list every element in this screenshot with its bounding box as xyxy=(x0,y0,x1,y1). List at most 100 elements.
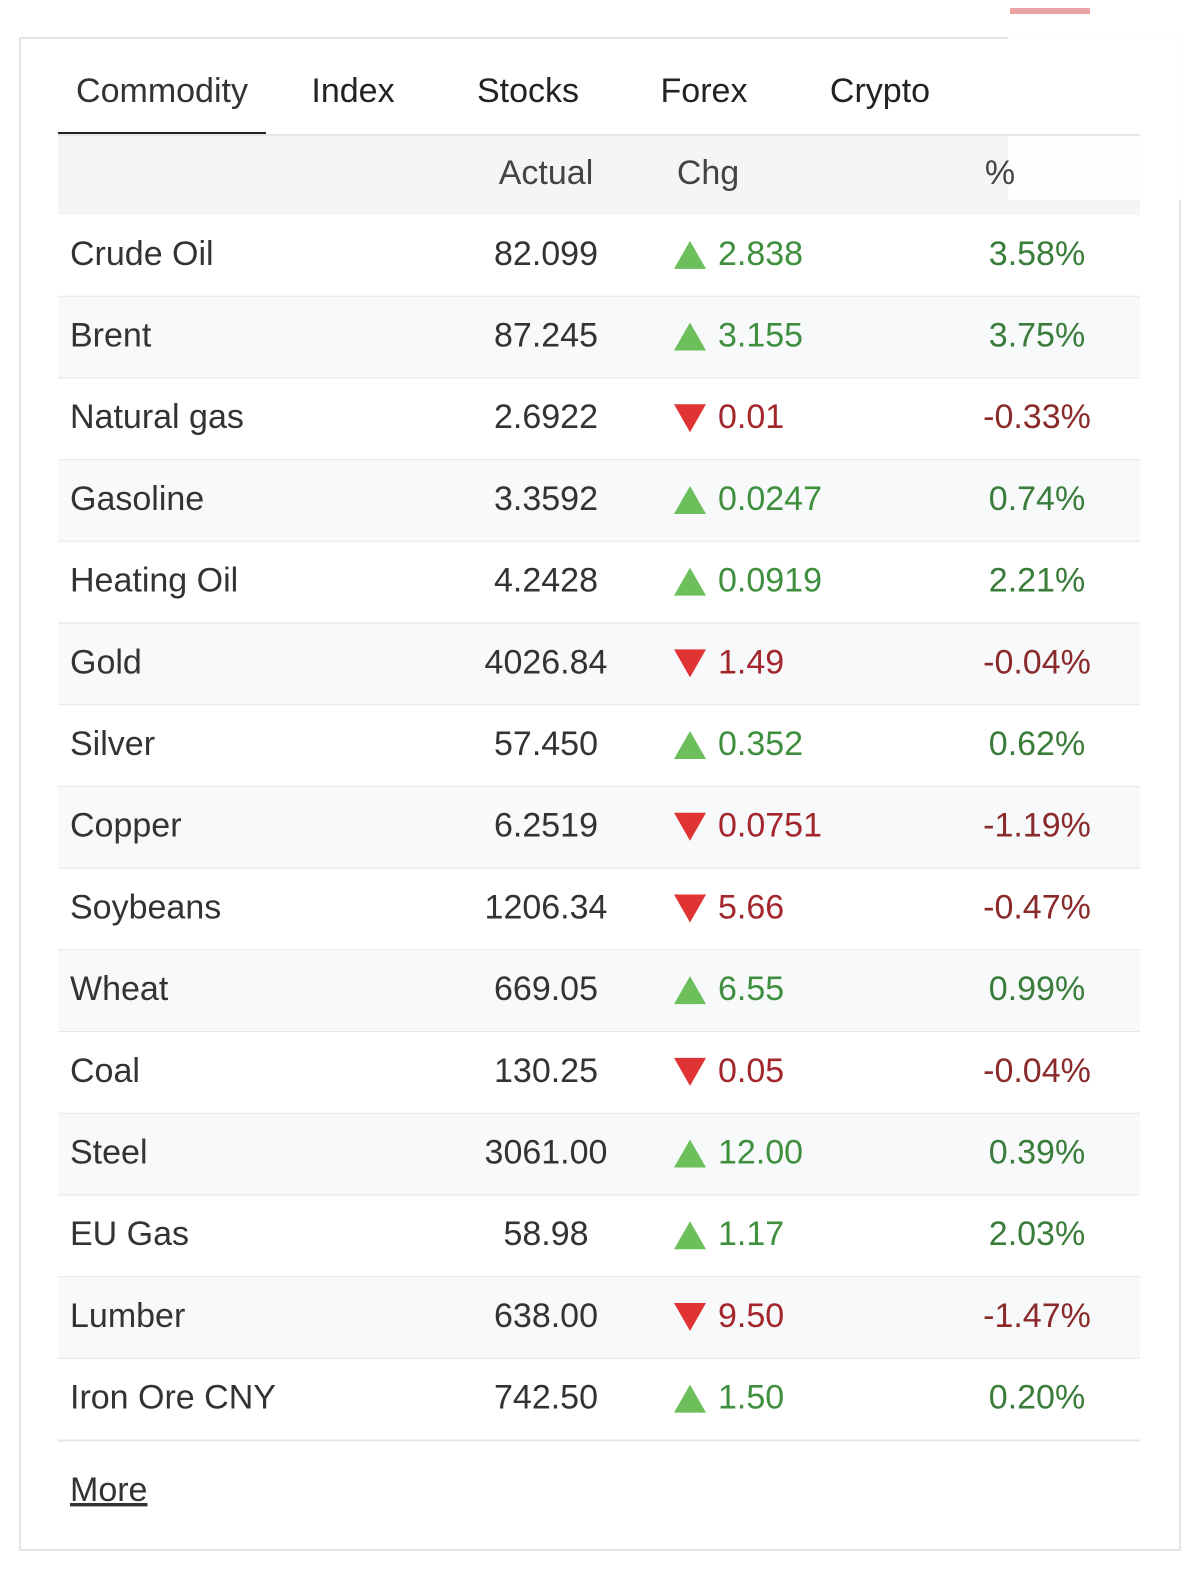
percent-change: 0.62% xyxy=(989,725,1085,763)
column-header: Chg xyxy=(677,154,739,192)
commodity-name: Heating Oil xyxy=(70,562,238,600)
percent-change: 3.58% xyxy=(989,235,1085,273)
actual-value: 3.3592 xyxy=(494,480,598,518)
down-arrow xyxy=(674,894,706,923)
commodity-name: EU Gas xyxy=(70,1215,189,1253)
actual-value: 4026.84 xyxy=(485,643,608,681)
commodity-name: Coal xyxy=(70,1052,140,1090)
up-arrow xyxy=(674,731,706,760)
overlay xyxy=(1008,0,1200,200)
tab-bar: Commodity Index Stocks Forex Crypto xyxy=(58,72,930,136)
column-header: % xyxy=(985,154,1015,192)
percent-change: 2.21% xyxy=(989,562,1085,600)
actual-value: 57.450 xyxy=(494,725,598,763)
row-background xyxy=(58,296,1140,379)
percent-change: 3.75% xyxy=(989,317,1085,355)
percent-change: 0.20% xyxy=(989,1379,1085,1417)
change-value: 0.0919 xyxy=(718,562,822,600)
row-background xyxy=(58,623,1140,706)
actual-value: 4.2428 xyxy=(494,562,598,600)
commodity-name: Copper xyxy=(70,807,182,845)
commodity-name: Natural gas xyxy=(70,398,244,436)
commodity-name: Silver xyxy=(70,725,155,763)
change-value: 0.0751 xyxy=(718,807,822,845)
row-background xyxy=(58,1113,1140,1196)
up-arrow xyxy=(674,1221,706,1250)
tab[interactable]: Index xyxy=(311,72,394,110)
change-value: 1.49 xyxy=(718,643,784,681)
row-background xyxy=(58,950,1140,1032)
down-arrow xyxy=(674,404,706,433)
change-value: 2.838 xyxy=(718,235,803,273)
commodity-name: Gasoline xyxy=(70,480,204,518)
up-arrow xyxy=(674,567,706,596)
row-background xyxy=(58,786,1140,869)
up-arrow xyxy=(674,240,706,269)
actual-value: 130.25 xyxy=(494,1052,598,1090)
percent-change: -0.47% xyxy=(983,888,1091,926)
percent-change: 0.74% xyxy=(989,480,1085,518)
percent-change: -1.19% xyxy=(983,807,1091,845)
change-value: 0.01 xyxy=(718,398,784,436)
change-value: 1.17 xyxy=(718,1215,784,1253)
up-arrow xyxy=(674,976,706,1005)
tab[interactable]: Forex xyxy=(661,72,748,110)
commodity-name: Brent xyxy=(70,317,152,355)
commodity-name: Wheat xyxy=(70,970,169,1008)
row-background xyxy=(58,460,1140,542)
row-background xyxy=(58,705,1140,787)
percent-change: 2.03% xyxy=(989,1215,1085,1253)
change-value: 0.0247 xyxy=(718,480,822,518)
commodity-name: Steel xyxy=(70,1134,148,1172)
change-value: 0.352 xyxy=(718,725,803,763)
change-value: 3.155 xyxy=(718,317,803,355)
commodity-name: Gold xyxy=(70,643,142,681)
row-background xyxy=(58,1358,1140,1441)
column-header: Actual xyxy=(499,154,594,192)
down-arrow xyxy=(674,1302,706,1331)
commodity-name: Crude Oil xyxy=(70,235,214,273)
actual-value: 82.099 xyxy=(494,235,598,273)
row-background xyxy=(58,215,1140,297)
percent-change: 0.99% xyxy=(989,970,1085,1008)
percent-change: -0.33% xyxy=(983,398,1091,436)
actual-value: 1206.34 xyxy=(485,888,608,926)
change-value: 0.05 xyxy=(718,1052,784,1090)
tab[interactable]: Crypto xyxy=(830,72,930,110)
row-background xyxy=(58,378,1140,461)
change-value: 6.55 xyxy=(718,970,784,1008)
row-background xyxy=(58,1195,1140,1278)
change-value: 9.50 xyxy=(718,1297,784,1335)
up-arrow xyxy=(674,485,706,514)
up-arrow xyxy=(674,1384,706,1413)
percent-change: -0.04% xyxy=(983,1052,1091,1090)
percent-change: 0.39% xyxy=(989,1134,1085,1172)
actual-value: 87.245 xyxy=(494,317,598,355)
overlay-accent xyxy=(1010,8,1090,14)
up-arrow xyxy=(674,322,706,351)
header-row xyxy=(58,135,1140,215)
actual-value: 742.50 xyxy=(494,1379,598,1417)
commodity-name: Soybeans xyxy=(70,888,221,926)
actual-value: 669.05 xyxy=(494,970,598,1008)
tab[interactable]: Stocks xyxy=(477,72,579,110)
actual-value: 6.2519 xyxy=(494,807,598,845)
more-link[interactable]: More xyxy=(70,1471,147,1509)
row-background xyxy=(58,1277,1140,1359)
row-background xyxy=(58,1032,1140,1114)
up-arrow xyxy=(674,1139,706,1168)
row-background xyxy=(58,541,1140,624)
actual-value: 3061.00 xyxy=(485,1134,608,1172)
commodity-name: Lumber xyxy=(70,1297,185,1335)
percent-change: -0.04% xyxy=(983,643,1091,681)
down-arrow xyxy=(674,812,706,841)
percent-change: -1.47% xyxy=(983,1297,1091,1335)
actual-value: 638.00 xyxy=(494,1297,598,1335)
row-background xyxy=(58,868,1140,951)
table-body: Crude Oil 82.099 2.838 3.58% Brent 87.245 3.15… xyxy=(58,215,1140,1442)
change-value: 12.00 xyxy=(718,1134,803,1172)
tab[interactable]: Commodity xyxy=(76,72,248,110)
commodity-name: Iron Ore CNY xyxy=(70,1379,276,1417)
